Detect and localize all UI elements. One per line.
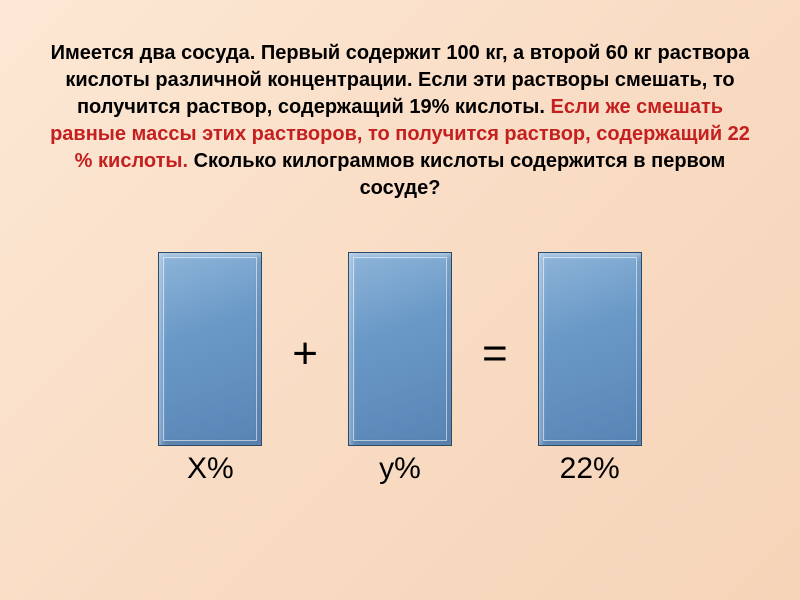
- mixing-diagram: Х% + у% = 22%: [0, 252, 800, 486]
- vessel-1-label: Х%: [187, 452, 234, 486]
- vessel-3: [538, 252, 642, 446]
- plus-operator: +: [292, 329, 318, 379]
- problem-statement: Имеется два сосуда. Первый содержит 100 …: [0, 0, 800, 222]
- vessel-3-group: 22%: [538, 252, 642, 486]
- vessel-3-label: 22%: [560, 452, 620, 486]
- vessel-2: [348, 252, 452, 446]
- equals-operator: =: [482, 329, 508, 379]
- vessel-2-label: у%: [379, 452, 421, 486]
- problem-part2: Сколько килограммов кислоты содержится в…: [188, 150, 725, 199]
- vessel-1-group: Х%: [158, 252, 262, 486]
- vessel-2-group: у%: [348, 252, 452, 486]
- vessel-1: [158, 252, 262, 446]
